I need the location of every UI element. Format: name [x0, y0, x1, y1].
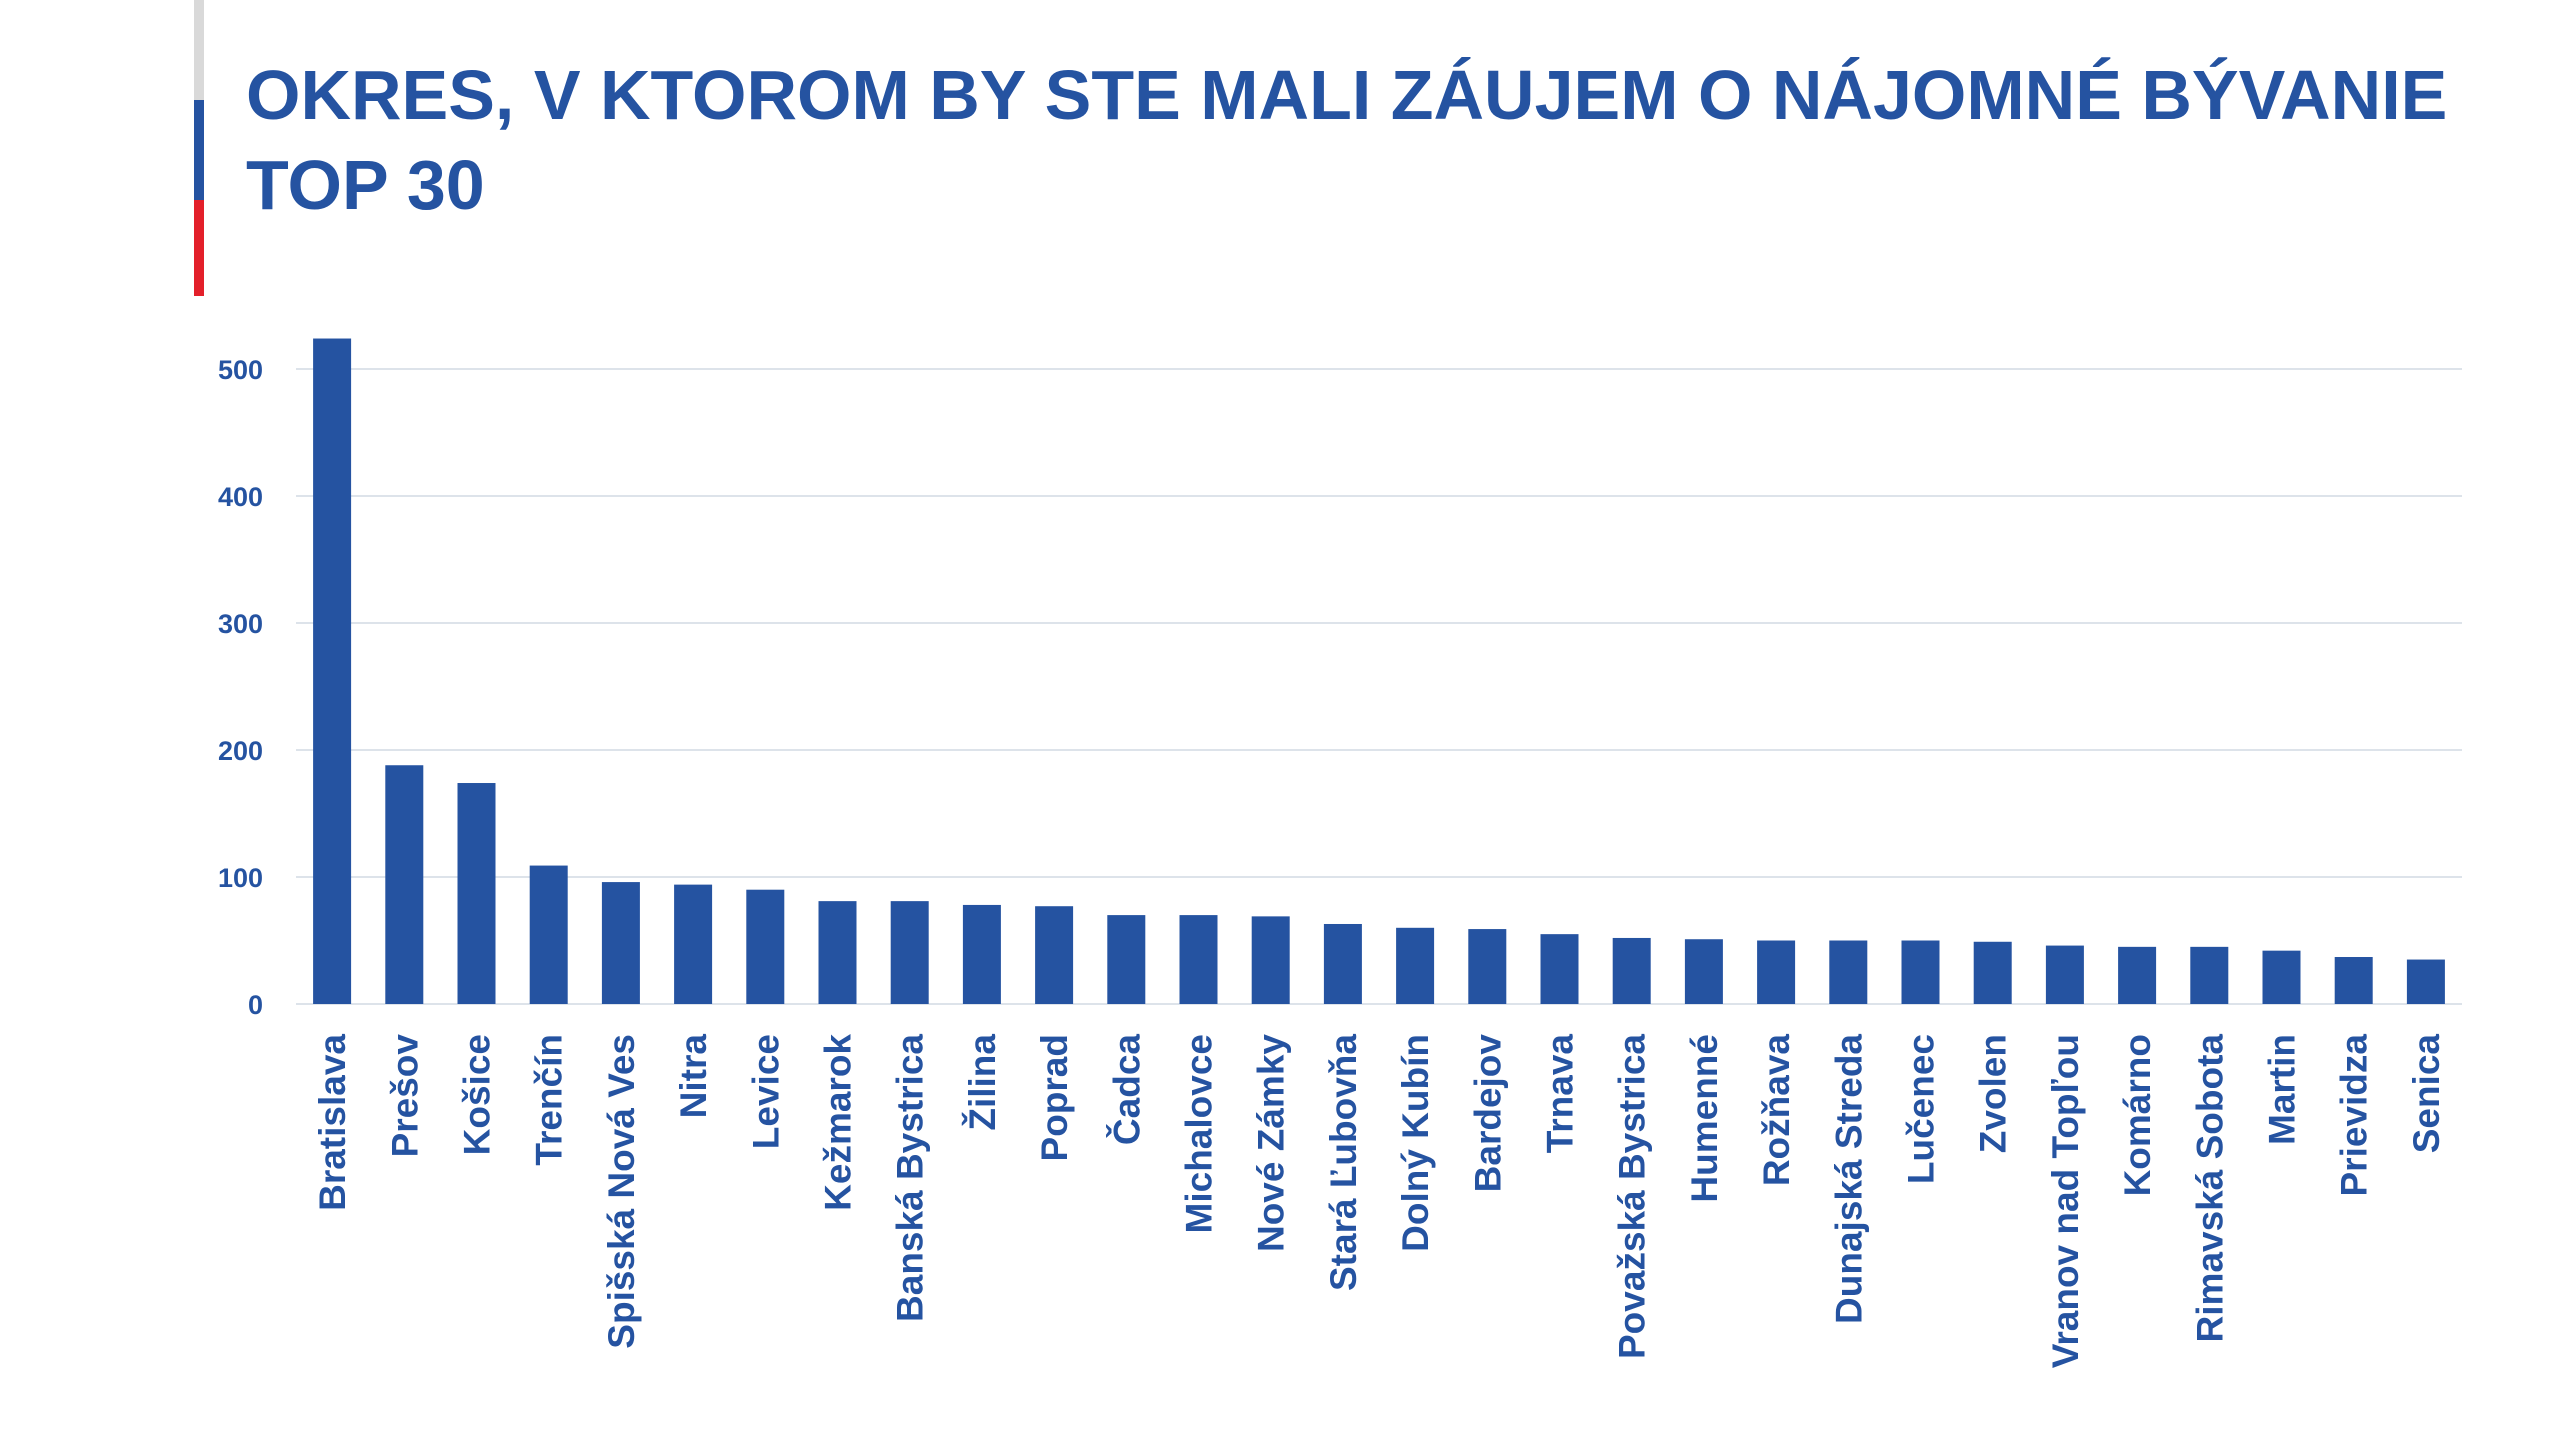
bar: [2118, 946, 2157, 1004]
bar: [2334, 957, 2373, 1004]
x-tick-label: Michalovce: [1179, 1034, 1220, 1233]
bar: [1901, 940, 1940, 1004]
bar: [2406, 959, 2445, 1004]
x-tick-label: Nitra: [673, 1034, 714, 1119]
bar: [1612, 937, 1651, 1004]
bar: [1179, 915, 1218, 1004]
x-tick-label: Žilina: [961, 1034, 1003, 1131]
x-tick-label: Bardejov: [1467, 1034, 1508, 1193]
bar: [457, 783, 496, 1004]
bar: [1251, 916, 1290, 1004]
x-tick-label: Komárno: [2117, 1034, 2158, 1196]
chart-title-line-1: OKRES, V KTOROM BY STE MALI ZÁUJEM O NÁJ…: [246, 56, 2448, 134]
x-tick-label: Kežmarok: [818, 1034, 859, 1211]
accent-bar-red: [194, 200, 204, 296]
x-tick-label: Stará Ľubovňa: [1323, 1034, 1364, 1291]
x-tick-label: Dunajská Streda: [1828, 1034, 1869, 1324]
bar: [962, 904, 1001, 1004]
y-tick-label: 300: [218, 609, 263, 639]
bar: [313, 338, 352, 1004]
x-tick-label: Martin: [2262, 1034, 2303, 1145]
x-tick-label: Humenné: [1684, 1034, 1725, 1203]
y-tick-label: 100: [218, 863, 263, 893]
y-tick-label: 500: [218, 355, 263, 385]
bar: [674, 884, 713, 1004]
bar: [529, 865, 568, 1004]
y-tick-label: 0: [248, 990, 263, 1020]
chart-title-line-2: TOP 30: [246, 146, 485, 224]
bar: [746, 889, 785, 1004]
chart-title: OKRES, V KTOROM BY STE MALI ZÁUJEM O NÁJ…: [246, 50, 2496, 230]
x-tick-label: Trenčín: [529, 1034, 570, 1166]
bar: [2045, 945, 2084, 1004]
x-tick-label: Vranov nad Topľou: [2045, 1034, 2086, 1368]
bar: [1035, 906, 1074, 1004]
bar: [1107, 915, 1146, 1004]
x-tick-label: Považská Bystrica: [1612, 1034, 1653, 1359]
x-tick-label: Dolný Kubín: [1395, 1034, 1436, 1252]
x-tick-label: Rožňava: [1756, 1034, 1797, 1187]
bar: [1684, 939, 1723, 1004]
x-tick-label: Prešov: [384, 1034, 425, 1158]
bar: [385, 765, 424, 1004]
bar: [1396, 927, 1435, 1004]
bar: [1540, 934, 1579, 1004]
x-tick-label: Levice: [745, 1034, 786, 1149]
bar: [601, 882, 640, 1004]
x-tick-label: Košice: [457, 1034, 498, 1155]
x-tick-label: Poprad: [1034, 1034, 1075, 1161]
x-tick-label: Spišská Nová Ves: [601, 1034, 642, 1349]
bar: [890, 901, 929, 1004]
x-tick-label: Bratislava: [312, 1034, 353, 1211]
x-tick-label: Nové Zámky: [1251, 1034, 1292, 1252]
bar: [1323, 923, 1362, 1004]
x-tick-label: Senica: [2406, 1034, 2447, 1154]
accent-bar-gray: [194, 0, 204, 100]
x-tick-label: Banská Bystrica: [890, 1034, 931, 1322]
x-tick-label: Čadca: [1105, 1034, 1147, 1145]
x-tick-label: Prievidza: [2334, 1034, 2375, 1197]
x-tick-label: Lučenec: [1901, 1034, 1942, 1184]
y-tick-label: 400: [218, 482, 263, 512]
bar: [1757, 940, 1796, 1004]
y-tick-label: 200: [218, 736, 263, 766]
bar: [818, 901, 857, 1004]
bar: [1468, 929, 1507, 1004]
bar: [1973, 941, 2012, 1004]
bar: [2262, 950, 2301, 1004]
x-tick-label: Zvolen: [1973, 1034, 2014, 1153]
x-tick-label: Trnava: [1540, 1034, 1581, 1154]
x-tick-label: Rimavská Sobota: [2189, 1034, 2230, 1343]
bar: [2190, 946, 2229, 1004]
accent-bar-blue: [194, 100, 204, 200]
bar: [1829, 940, 1868, 1004]
